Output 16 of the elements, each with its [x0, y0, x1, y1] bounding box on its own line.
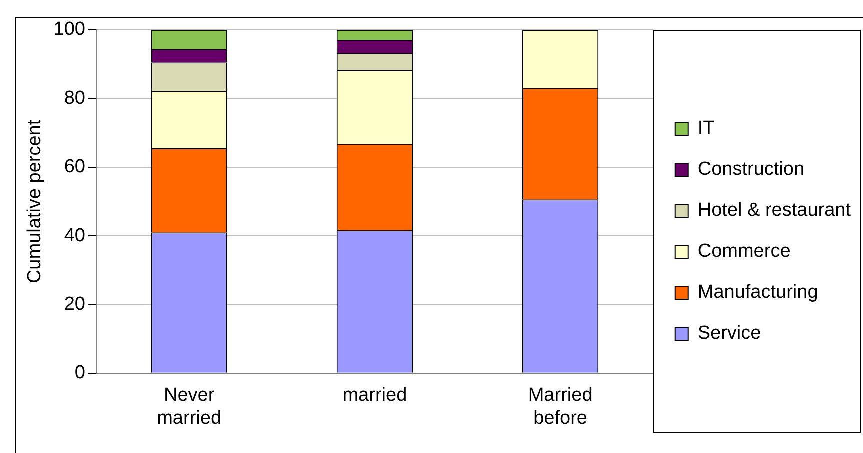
y-axis-title: Cumulative percent [24, 119, 46, 284]
y-tick-label: 20 [64, 294, 86, 315]
y-tick-label: 60 [64, 156, 86, 178]
x-tick-label: married [342, 385, 408, 406]
legend-label: Commerce [698, 241, 791, 262]
y-tick-label: 0 [74, 362, 86, 384]
y-tick-label: 40 [64, 225, 86, 246]
legend-label: Construction [698, 159, 805, 180]
y-tick-label: 100 [54, 19, 86, 40]
y-tick-label: 80 [64, 88, 86, 109]
legend-label: IT [698, 118, 716, 140]
legend-label: Service [698, 323, 762, 344]
legend-label: Manufacturing [698, 282, 818, 304]
x-tick-label: Married before [528, 385, 593, 429]
x-tick-label: Never married [157, 385, 222, 429]
legend-label: Hotel & restaurant [698, 200, 852, 222]
